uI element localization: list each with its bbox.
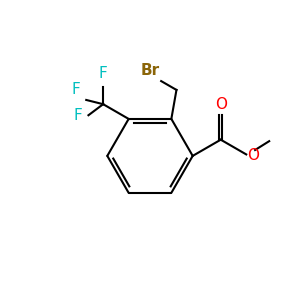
Text: O: O [215,97,227,112]
Text: F: F [72,82,80,97]
Text: F: F [74,108,82,123]
Text: F: F [99,66,107,81]
Text: O: O [247,148,259,163]
Text: Br: Br [141,63,160,78]
